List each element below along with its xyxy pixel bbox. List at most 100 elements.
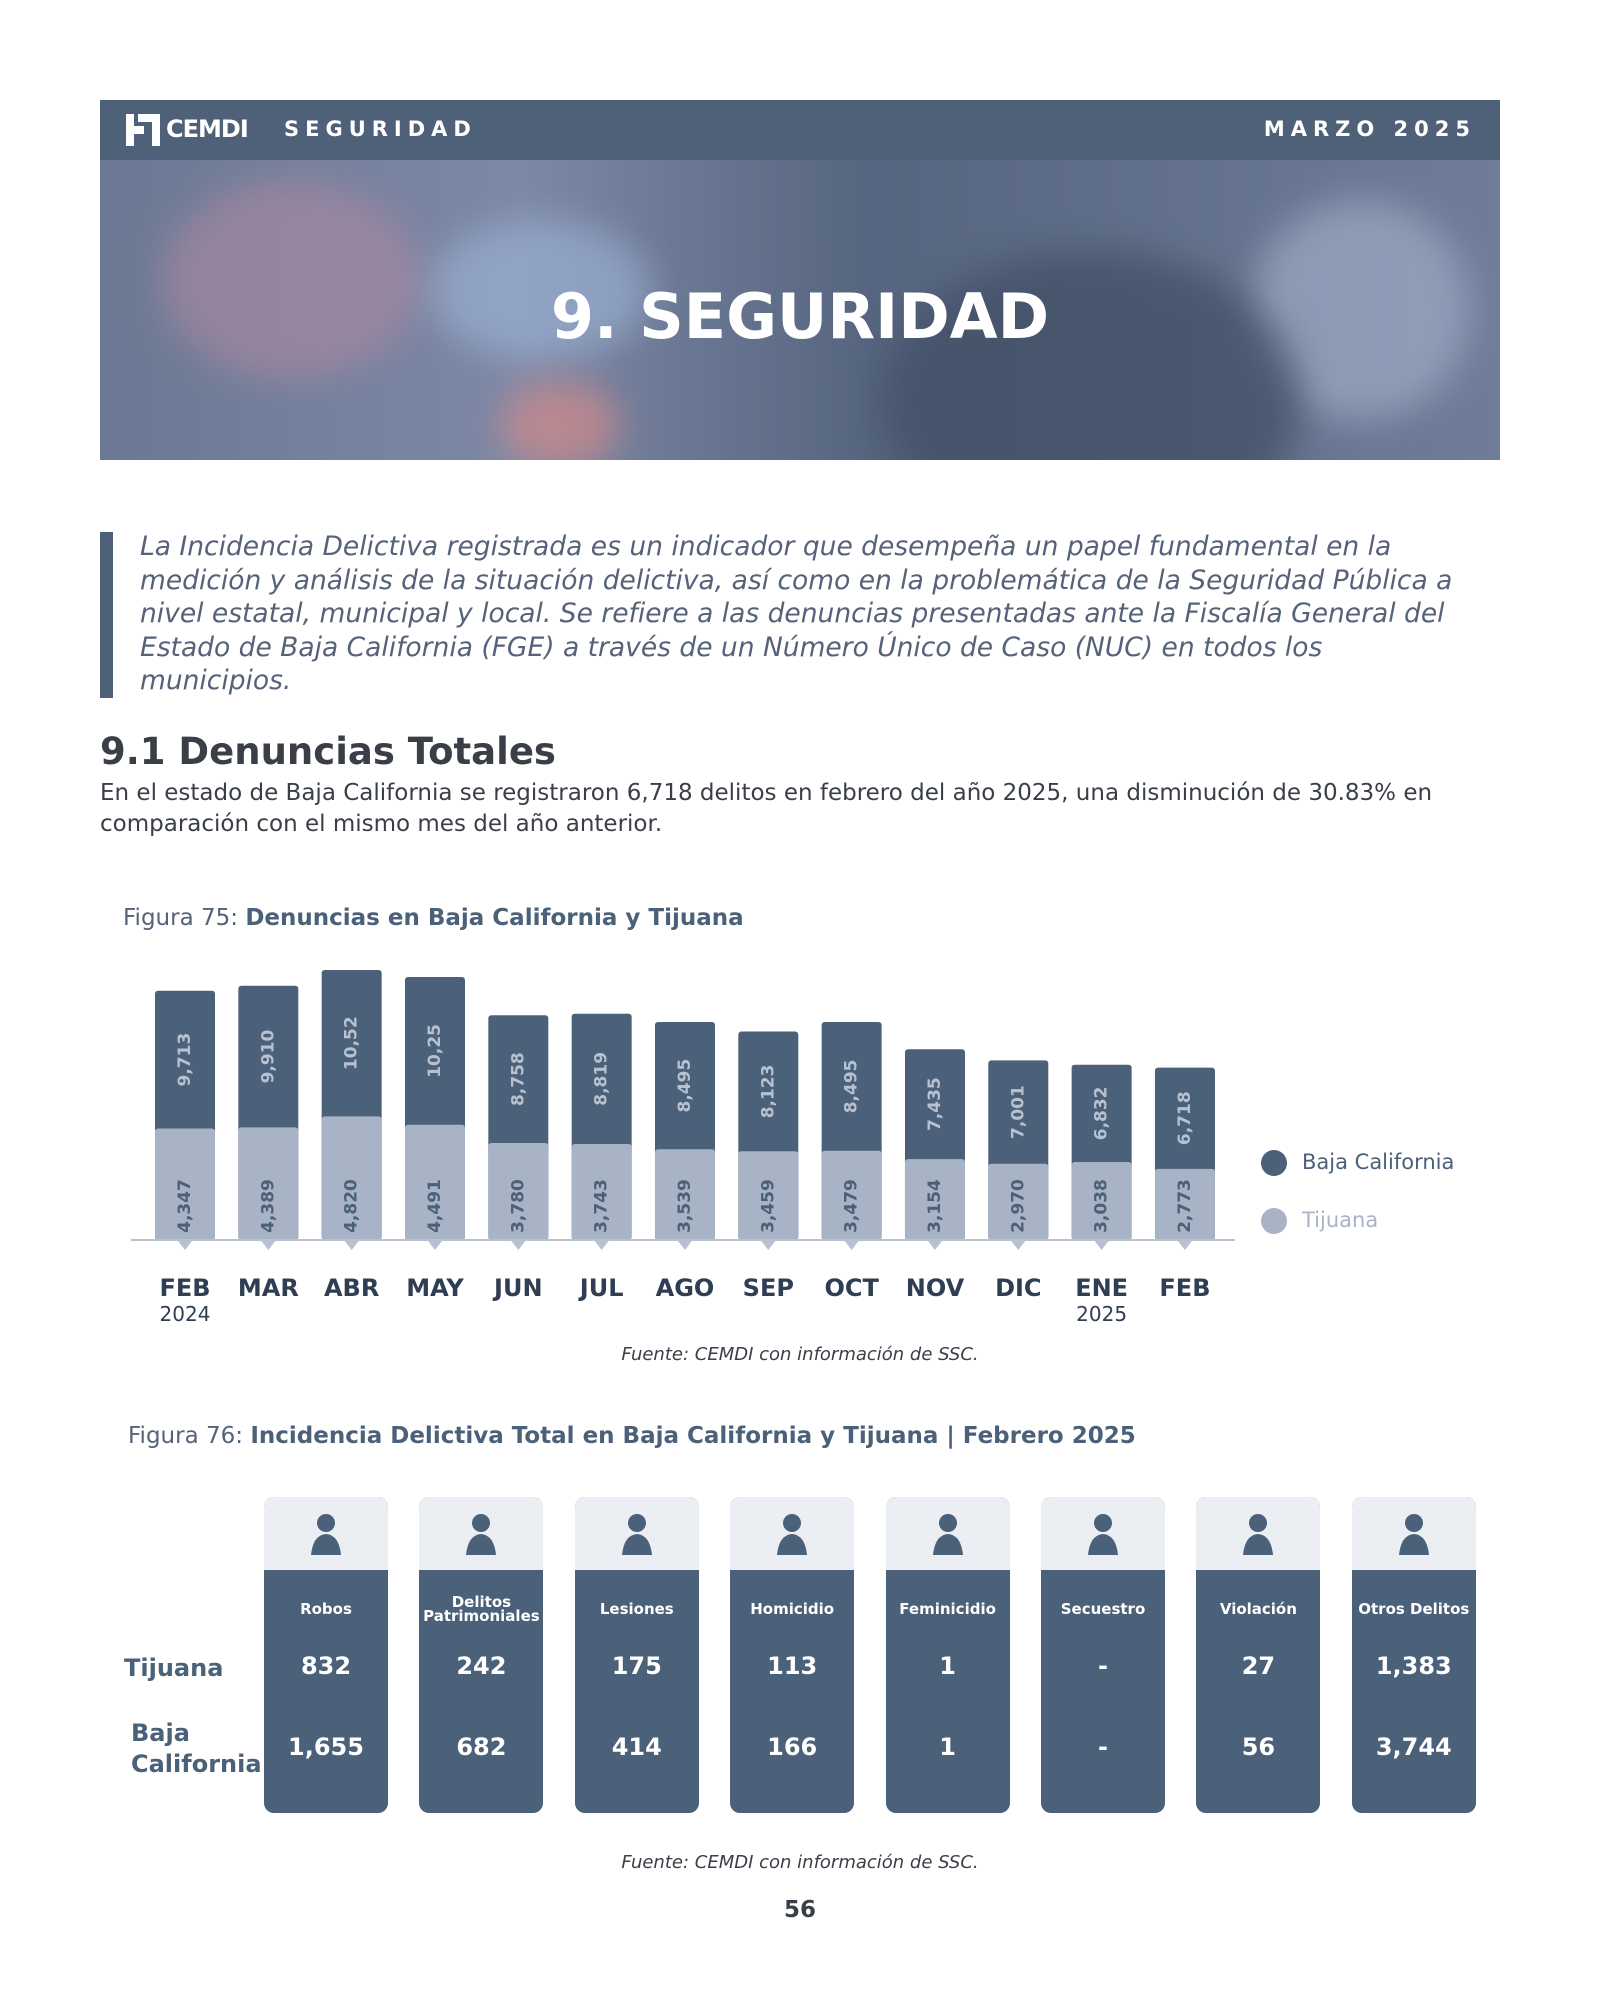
- section-text: En el estado de Baja California se regis…: [100, 780, 1433, 837]
- column-icon: [1041, 1497, 1165, 1570]
- value-label: 8,123: [758, 1065, 778, 1119]
- value-label: 9,713: [175, 1033, 195, 1087]
- bar: [738, 1151, 799, 1240]
- cell-value: -: [1098, 1652, 1108, 1680]
- value-label: 7,435: [925, 1077, 945, 1131]
- value-label: 6,718: [1175, 1091, 1195, 1145]
- value-label: 4,491: [425, 1179, 445, 1233]
- value-label: 10,52: [342, 1016, 362, 1070]
- bar: [654, 1149, 715, 1240]
- bar: [904, 1159, 965, 1240]
- column-icon: [419, 1497, 544, 1570]
- x-tick-label: JUL: [578, 1274, 624, 1302]
- pointer: [1011, 1241, 1026, 1250]
- x-tick-label: MAY: [406, 1274, 464, 1302]
- value-label: 3,459: [758, 1179, 778, 1233]
- cell-value: 3,744: [1375, 1733, 1452, 1761]
- column-header: Lesiones: [599, 1600, 674, 1618]
- bar: [155, 1128, 215, 1240]
- cell-value: 166: [767, 1733, 818, 1761]
- figure-caption: Figura 75: Denuncias en Baja California …: [123, 905, 744, 931]
- bar: [321, 1116, 382, 1240]
- row-label: Baja California: [131, 1719, 262, 1778]
- bar: [1071, 1162, 1132, 1240]
- icon-graphic: [1088, 1513, 1118, 1555]
- legend-marker: [1261, 1208, 1287, 1234]
- value-label: 4,389: [258, 1179, 278, 1233]
- icon-graphic: [932, 1513, 963, 1555]
- column-card: Homicidio 113 166: [730, 1497, 855, 1813]
- value-label: 2,970: [1008, 1179, 1028, 1233]
- value-label: 9,910: [258, 1029, 278, 1083]
- bar: [1154, 1168, 1215, 1240]
- pointer: [1177, 1241, 1192, 1250]
- column-header: Homicidio: [750, 1600, 835, 1618]
- value-label: 4,820: [342, 1179, 362, 1233]
- value-label: 3,154: [925, 1179, 945, 1233]
- value-label: 4,347: [175, 1179, 195, 1233]
- cell-value: -: [1098, 1733, 1108, 1761]
- column-card: Violación 27 56: [1196, 1497, 1321, 1813]
- chart-title: Denuncias en Baja California y Tijuana: [245, 905, 744, 931]
- cell-value: 682: [456, 1733, 507, 1761]
- column-icon: [264, 1497, 388, 1570]
- column-card: Otros Delitos 1,383 3,744: [1351, 1497, 1476, 1813]
- cell-value: 56: [1241, 1733, 1276, 1761]
- column-header: Delitos Patrimoniales: [423, 1593, 540, 1625]
- bar: [404, 1124, 465, 1240]
- x-tick-label: MAR: [238, 1274, 299, 1302]
- value-label: 10,25: [425, 1024, 445, 1078]
- value-label: 3,539: [675, 1179, 695, 1233]
- logo-icon: [126, 114, 160, 146]
- row-label: Tijuana: [124, 1654, 224, 1682]
- cell-value: 27: [1241, 1652, 1276, 1680]
- x-tick-label: AGO: [656, 1274, 715, 1302]
- cell-value: 175: [611, 1652, 662, 1680]
- column-card: Lesiones 175 414: [574, 1497, 699, 1813]
- cell-value: 242: [456, 1652, 507, 1680]
- chart-source: Fuente: CEMDI con información de SSC.: [621, 1344, 979, 1365]
- pointer: [927, 1241, 942, 1250]
- cell-value: 1: [939, 1652, 956, 1680]
- x-tick-label: NOV: [906, 1274, 965, 1302]
- x-tick-label: DIC: [995, 1274, 1041, 1302]
- table-label: Figura 76:: [128, 1423, 243, 1449]
- column-header: Feminicidio: [899, 1600, 996, 1618]
- bar: [571, 1143, 632, 1240]
- legend-marker: [1261, 1150, 1287, 1176]
- icon-graphic: [311, 1513, 341, 1555]
- cell-value: 1: [939, 1733, 956, 1761]
- icon-graphic: [466, 1513, 497, 1555]
- x-tick-label: ENE: [1075, 1274, 1128, 1302]
- icon-graphic: [777, 1513, 808, 1555]
- column-icon: [1196, 1497, 1321, 1570]
- value-label: 8,495: [842, 1059, 862, 1113]
- x-tick-label: FEB: [1159, 1274, 1210, 1302]
- bar: [488, 1143, 549, 1240]
- x-tick-label: FEB: [159, 1274, 210, 1302]
- legend-label: Tijuana: [1301, 1208, 1378, 1232]
- column-header: Otros Delitos: [1358, 1600, 1470, 1618]
- icon-graphic: [621, 1513, 652, 1555]
- cell-value: 832: [300, 1652, 352, 1680]
- value-label: 3,743: [592, 1179, 612, 1233]
- banner-title: 9. SEGURIDAD: [550, 280, 1050, 353]
- page-number: 56: [783, 1897, 816, 1923]
- quote-bar: [100, 532, 113, 698]
- x-tick-year: 2024: [160, 1302, 211, 1326]
- pointer: [677, 1241, 692, 1250]
- value-label: 7,001: [1008, 1085, 1028, 1139]
- x-tick-year: 2025: [1076, 1302, 1127, 1326]
- pointer: [1094, 1241, 1109, 1250]
- column-header: Secuestro: [1060, 1600, 1146, 1618]
- pointer: [761, 1241, 776, 1250]
- column-card: Feminicidio 1 1: [885, 1497, 1010, 1813]
- pointer: [511, 1241, 526, 1250]
- value-label: 8,758: [508, 1052, 528, 1106]
- table-caption: Figura 76: Incidencia Delictiva Total en…: [128, 1423, 1136, 1449]
- pointer: [844, 1241, 859, 1250]
- section-title: 9.1 Denuncias Totales: [100, 730, 556, 773]
- icon-graphic: [1398, 1513, 1429, 1555]
- table-title: Incidencia Delictiva Total en Baja Calif…: [250, 1423, 1136, 1449]
